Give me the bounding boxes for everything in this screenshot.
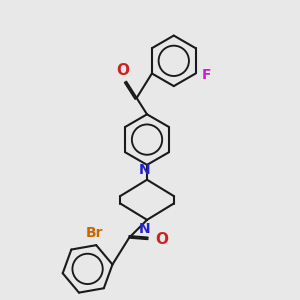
Text: O: O <box>155 232 168 247</box>
Text: O: O <box>116 63 129 78</box>
Text: F: F <box>202 68 212 82</box>
Text: N: N <box>139 222 151 236</box>
Text: Br: Br <box>86 226 104 240</box>
Text: N: N <box>139 163 151 177</box>
